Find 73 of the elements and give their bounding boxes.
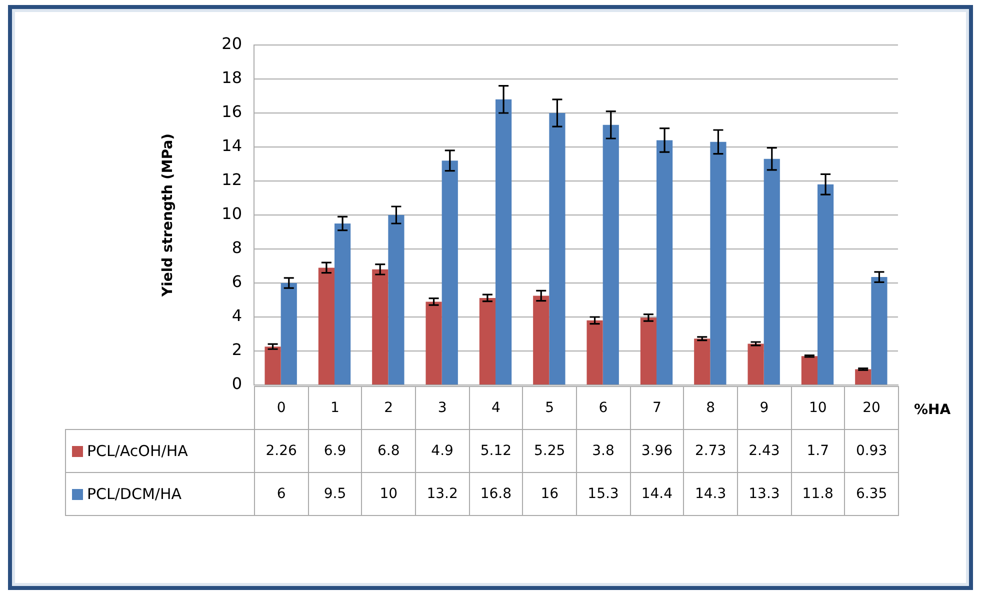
y-tick-label: 2 xyxy=(232,340,242,360)
x-tick-label: 2 xyxy=(362,386,416,430)
data-label: 1.7 xyxy=(791,430,845,472)
bar xyxy=(818,184,834,384)
y-tick-label: 20 xyxy=(222,34,242,54)
y-tick-label: 6 xyxy=(232,272,242,292)
x-tick-label: 7 xyxy=(630,386,684,430)
x-tick-label: 20 xyxy=(844,386,898,430)
bar xyxy=(533,296,550,384)
x-tick-label: 10 xyxy=(791,386,845,430)
x-tick-label: 5 xyxy=(522,386,576,430)
y-axis-title: Yield strength (MPa) xyxy=(160,133,176,297)
bar xyxy=(586,320,603,384)
bar xyxy=(801,356,818,384)
x-tick-label: 9 xyxy=(737,386,792,430)
y-tick-label: 0 xyxy=(232,374,242,394)
data-label: 13.3 xyxy=(737,472,792,516)
bar xyxy=(640,318,656,384)
bar xyxy=(334,224,351,384)
data-label: 16 xyxy=(522,472,576,516)
bar xyxy=(280,283,297,384)
y-tick-label: 4 xyxy=(232,306,242,326)
data-label: 16.8 xyxy=(469,472,523,516)
bar xyxy=(426,302,442,384)
x-tick-label: 4 xyxy=(469,386,523,430)
bar xyxy=(602,124,619,384)
y-tick-label: 10 xyxy=(222,204,242,224)
data-label: 3.8 xyxy=(576,430,630,472)
data-label: 6.9 xyxy=(308,430,362,472)
y-tick-label: 12 xyxy=(222,170,242,190)
y-tick-label: 14 xyxy=(222,136,242,156)
data-label: 2.26 xyxy=(254,430,308,472)
legend-label: PCL/AcOH/HA xyxy=(66,430,254,472)
data-label: 2.43 xyxy=(737,430,792,472)
data-label: 11.8 xyxy=(791,472,845,516)
data-label: 0.93 xyxy=(844,430,898,472)
bar xyxy=(694,338,710,384)
bar xyxy=(656,140,673,384)
data-label: 5.12 xyxy=(469,430,523,472)
bar xyxy=(442,160,458,384)
data-label: 3.96 xyxy=(630,430,684,472)
y-tick-label: 18 xyxy=(222,68,242,88)
x-tick-label: 8 xyxy=(684,386,738,430)
data-label: 10 xyxy=(362,472,416,516)
data-label: 6.35 xyxy=(844,472,898,516)
legend-label: PCL/DCM/HA xyxy=(66,472,254,516)
data-label: 14.4 xyxy=(630,472,684,516)
bar xyxy=(496,99,512,384)
data-label: 9.5 xyxy=(308,472,362,516)
y-tick-label: 16 xyxy=(222,102,242,122)
x-tick-label: 1 xyxy=(308,386,362,430)
data-label: 2.73 xyxy=(684,430,738,472)
bar xyxy=(264,346,281,384)
data-label: 13.2 xyxy=(415,472,470,516)
data-label: 5.25 xyxy=(522,430,576,472)
bar xyxy=(549,113,566,384)
data-label: 14.3 xyxy=(684,472,738,516)
bar xyxy=(748,344,764,384)
bar xyxy=(710,142,726,384)
data-label: 4.9 xyxy=(415,430,470,472)
bar xyxy=(871,277,888,384)
bar xyxy=(318,268,334,384)
bar xyxy=(479,298,496,384)
bar xyxy=(372,269,388,384)
bar xyxy=(764,158,780,384)
data-label: 15.3 xyxy=(576,472,630,516)
x-axis-title: %HA xyxy=(914,402,951,418)
bar xyxy=(855,369,872,384)
data-label: 6.8 xyxy=(362,430,416,472)
x-tick-label: 3 xyxy=(415,386,470,430)
bar xyxy=(388,215,404,384)
y-tick-label: 8 xyxy=(232,238,242,258)
x-tick-label: 6 xyxy=(576,386,630,430)
